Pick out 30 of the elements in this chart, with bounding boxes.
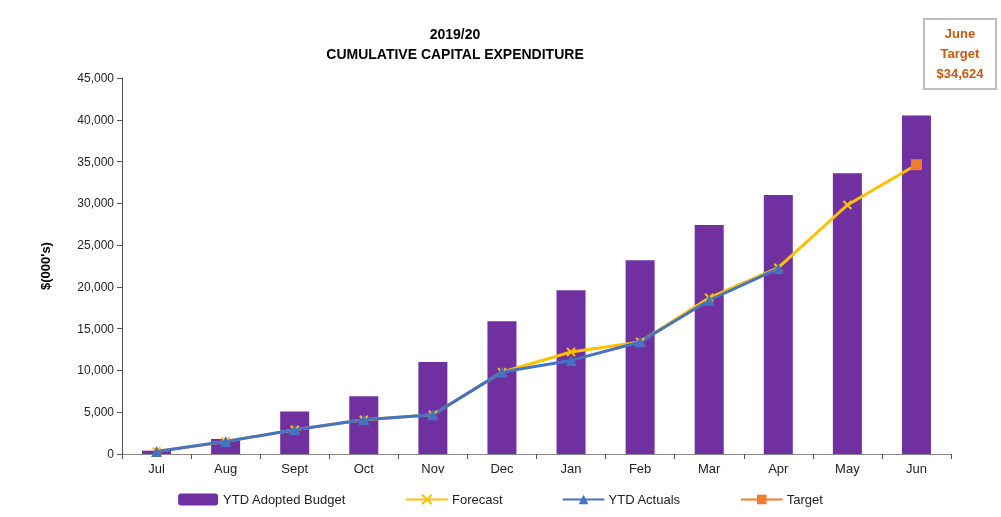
y-tick-label: 20,000 (77, 279, 115, 294)
y-tick-label: 45,000 (77, 71, 115, 85)
y-tick-label: 35,000 (77, 154, 115, 169)
x-tick-label: Dec (490, 461, 515, 476)
chart-subtitle: CUMULATIVE CAPITAL EXPENDITURE (326, 46, 584, 62)
y-tick-label: 25,000 (77, 238, 115, 253)
x-tick-label: Jul (148, 461, 165, 476)
chart-title: 2019/20 (429, 26, 481, 42)
x-tick-label: Apr (768, 461, 790, 476)
legend-label: Target (786, 492, 824, 507)
x-tick-label: Nov (421, 461, 445, 476)
x-tick-label: Oct (353, 461, 375, 476)
x-tick-label: Aug (214, 461, 238, 476)
y-axis-title: $(000's) (38, 242, 53, 290)
x-tick-label: Mar (698, 461, 722, 476)
y-tick-label: 30,000 (77, 196, 115, 211)
annotation: June Target $34,624 (923, 18, 997, 90)
y-tick-label: 0 (107, 447, 115, 461)
y-tick-label: 10,000 (77, 363, 115, 378)
x-tick-label: Jan (560, 461, 582, 476)
legend-label: YTD Adopted Budget (223, 492, 346, 507)
x-tick-label: Sept (281, 461, 309, 476)
x-tick-label: Jun (905, 461, 927, 476)
legend-label: YTD Actuals (608, 492, 681, 507)
x-tick-label: May (835, 461, 861, 476)
y-tick-label: 15,000 (77, 321, 115, 336)
y-tick-label: 40,000 (77, 112, 115, 127)
legend-label: Forecast (451, 492, 503, 507)
x-tick-label: Feb (628, 461, 652, 476)
y-tick-label: 5,000 (83, 405, 115, 420)
